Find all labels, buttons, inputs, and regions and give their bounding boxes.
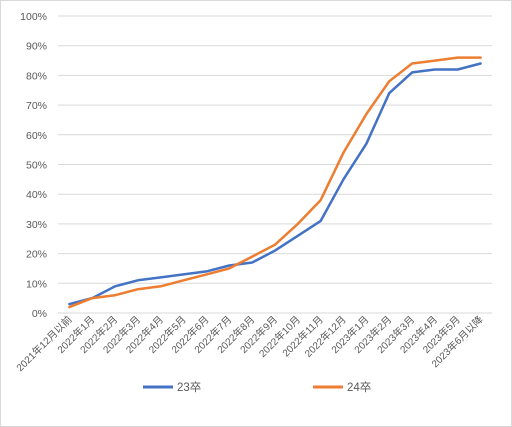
x-axis-ticks: 2021年12月以前2022年1月2022年2月2022年3月2022年4月20…	[13, 313, 485, 374]
series-line-2	[68, 56, 482, 309]
y-axis-ticks: 0% 10% 20% 30% 40% 50% 60% 70% 80% 90% 100%	[20, 11, 47, 320]
legend-label-1: 23卒	[177, 380, 201, 394]
y-tick-label: 70%	[26, 100, 47, 112]
y-tick-label: 100%	[20, 11, 47, 23]
y-tick-label: 30%	[26, 219, 47, 231]
y-tick-label: 40%	[26, 189, 47, 201]
legend-label-2: 24卒	[347, 380, 371, 394]
y-tick-label: 80%	[26, 70, 47, 82]
y-tick-label: 0%	[32, 308, 47, 320]
series-line-1	[68, 62, 482, 306]
y-tick-label: 90%	[26, 41, 47, 53]
y-tick-label: 50%	[26, 160, 47, 172]
series-lines	[68, 56, 482, 309]
legend: 23卒 24卒	[143, 380, 371, 394]
y-tick-label: 20%	[26, 249, 47, 261]
y-tick-label: 60%	[26, 130, 47, 142]
y-tick-label: 10%	[26, 278, 47, 290]
